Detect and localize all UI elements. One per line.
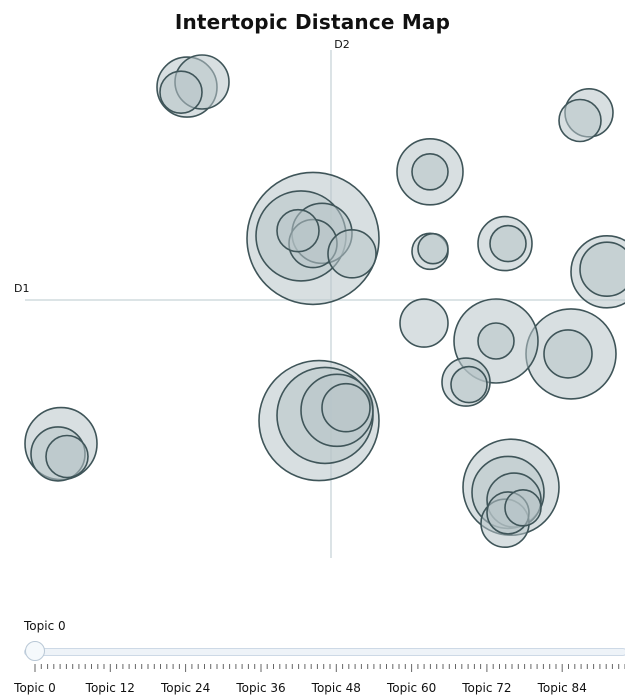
slider-tick-label: Topic 60 bbox=[386, 681, 436, 695]
topic-bubble[interactable] bbox=[417, 232, 449, 265]
slider-tick-label: Topic 48 bbox=[311, 681, 361, 695]
topic-bubble[interactable] bbox=[504, 488, 542, 527]
intertopic-distance-plot: D2 D1 bbox=[14, 38, 625, 558]
x-axis-label: D1 bbox=[14, 282, 29, 295]
topic-bubble[interactable] bbox=[45, 434, 89, 479]
topic-bubble[interactable] bbox=[579, 241, 625, 297]
y-axis-label: D2 bbox=[334, 38, 349, 51]
topic-bubble[interactable] bbox=[489, 224, 527, 263]
topic-bubble[interactable] bbox=[321, 382, 371, 433]
topic-bubble[interactable] bbox=[477, 322, 515, 360]
topic-slider-track[interactable] bbox=[24, 648, 625, 656]
topic-bubble[interactable] bbox=[159, 70, 203, 114]
slider-label: Topic 0 bbox=[24, 619, 66, 633]
topic-bubble[interactable] bbox=[411, 153, 449, 191]
chart-title: Intertopic Distance Map bbox=[174, 10, 451, 34]
topic-bubble[interactable] bbox=[399, 298, 449, 348]
topic-bubble[interactable] bbox=[558, 98, 602, 143]
slider-tick-label: Topic 36 bbox=[235, 681, 285, 695]
topic-bubbles bbox=[24, 54, 625, 549]
topic-bubble[interactable] bbox=[327, 229, 377, 279]
topic-bubble[interactable] bbox=[543, 329, 593, 379]
slider-tick-label: Topic 72 bbox=[461, 681, 511, 695]
slider-tick-label: Topic 0 bbox=[13, 681, 56, 695]
slider-tick-label: Topic 84 bbox=[537, 681, 587, 695]
slider-tick-label: Topic 12 bbox=[85, 681, 135, 695]
slider-ticks: Topic 0 Topic 12 Topic 24 Topic 36 Topic 48 T… bbox=[13, 664, 625, 695]
topic-bubble[interactable] bbox=[450, 365, 488, 404]
topic-slider-handle[interactable] bbox=[25, 641, 45, 661]
slider-tick-label: Topic 24 bbox=[160, 681, 210, 695]
topic-bubble[interactable] bbox=[276, 208, 320, 253]
